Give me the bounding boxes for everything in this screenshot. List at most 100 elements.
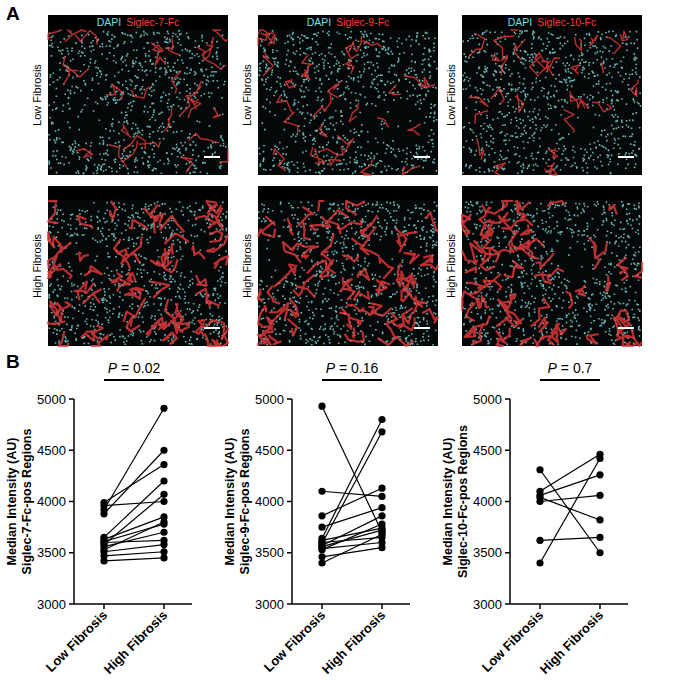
pair-line (322, 508, 382, 527)
x-tick-label: Low Fibrosis (43, 608, 110, 675)
image-bg (462, 186, 642, 346)
x-axis (74, 603, 192, 605)
y-tick-label: 3000 (255, 597, 284, 612)
image-bg (48, 186, 228, 346)
point (100, 510, 107, 517)
image-header: DAPI Siglec-7-Fc (97, 16, 180, 28)
x-tick (599, 604, 601, 609)
y-tick (69, 450, 74, 452)
micrograph: DAPISiglec-10-Fc (462, 15, 642, 175)
micrograph: DAPI Siglec-7-Fc (48, 15, 228, 175)
point (596, 492, 603, 499)
point (100, 557, 107, 564)
data-group (536, 451, 603, 567)
header-part: Siglec-7-Fc (126, 16, 179, 28)
pair-line (104, 450, 164, 514)
dapi-texture (258, 201, 438, 345)
pair-line (104, 540, 164, 542)
y-tick (505, 398, 510, 400)
scale-bar (618, 327, 634, 329)
siglec-texture (258, 201, 438, 346)
significance-bar (322, 379, 382, 381)
dapi-texture (48, 30, 226, 174)
y-tick (505, 603, 510, 605)
p-value: P = 0.7 (548, 360, 593, 376)
y-tick-label: 4500 (473, 443, 502, 458)
point (160, 548, 167, 555)
point (596, 471, 603, 478)
figure: ABDAPISiglec-7-FcLow FibrosisHigh Fibros… (0, 0, 689, 682)
point (160, 518, 167, 525)
chart: 30003500400045005000Median Intensity (AU… (5, 360, 192, 677)
x-tick-label: High Fibrosis (101, 608, 170, 677)
y-tick-label: 5000 (473, 392, 502, 407)
point (536, 466, 543, 473)
micrograph (258, 186, 438, 346)
data-group (100, 405, 167, 565)
siglec-texture (462, 201, 642, 346)
y-tick-label: 4500 (37, 443, 66, 458)
image-bg (258, 186, 438, 346)
y-tick (287, 501, 292, 503)
y-tick-label: 3500 (37, 545, 66, 560)
point (596, 455, 603, 462)
x-axis (292, 603, 410, 605)
point (318, 524, 325, 531)
point (378, 520, 385, 527)
image-header: DAPISiglec-10-Fc (508, 16, 596, 28)
header-part: Siglec-10-Fc (537, 16, 596, 28)
row-label: High Fibrosis (31, 233, 43, 298)
micrograph (462, 186, 642, 346)
y-tick (505, 501, 510, 503)
row-label: High Fibrosis (241, 233, 253, 298)
y-tick-label: 5000 (37, 392, 66, 407)
point (378, 512, 385, 519)
pair-line (322, 488, 382, 516)
y-tick-label: 3500 (473, 545, 502, 560)
point (160, 461, 167, 468)
header-part: DAPI (97, 16, 122, 28)
data-group (318, 403, 385, 567)
y-tick (287, 398, 292, 400)
pair-line (322, 406, 382, 532)
siglec-texture (258, 30, 435, 175)
pair-line (104, 481, 164, 537)
y-tick (505, 450, 510, 452)
pair-line (322, 534, 382, 563)
x-tick-label: Low Fibrosis (479, 608, 546, 675)
point (160, 447, 167, 454)
point (318, 559, 325, 566)
pair-line (104, 532, 164, 546)
siglec-texture (48, 30, 228, 173)
pair-line (322, 524, 382, 550)
point (536, 537, 543, 544)
dapi-texture (48, 201, 227, 345)
y-tick (287, 450, 292, 452)
pair-line (104, 494, 164, 544)
scale-bar (414, 327, 430, 329)
x-tick (321, 604, 323, 609)
point (160, 554, 167, 561)
micrograph (48, 186, 228, 346)
pair-line (104, 545, 164, 552)
point (160, 491, 167, 498)
y-title: Siglec-7-Fc-pos Regions (20, 429, 34, 575)
p-rest: = 0.7 (557, 360, 593, 376)
chart: 30003500400045005000Median Intensity (AU… (223, 360, 410, 677)
row-label: Low Fibrosis (445, 64, 457, 126)
p-value: P = 0.16 (326, 360, 379, 376)
pair-line (322, 432, 382, 544)
micrograph: DAPISiglec-9-Fc (258, 15, 438, 175)
point (160, 541, 167, 548)
significance-bar (104, 379, 164, 381)
y-tick-label: 4000 (37, 494, 66, 509)
x-tick-label: High Fibrosis (537, 608, 606, 677)
point (596, 534, 603, 541)
point (378, 485, 385, 492)
x-tick (539, 604, 541, 609)
y-title: Median Intensity (AU) (441, 438, 455, 566)
y-tick (69, 552, 74, 554)
point (378, 504, 385, 511)
y-tick (287, 603, 292, 605)
scale-bar (204, 156, 220, 158)
